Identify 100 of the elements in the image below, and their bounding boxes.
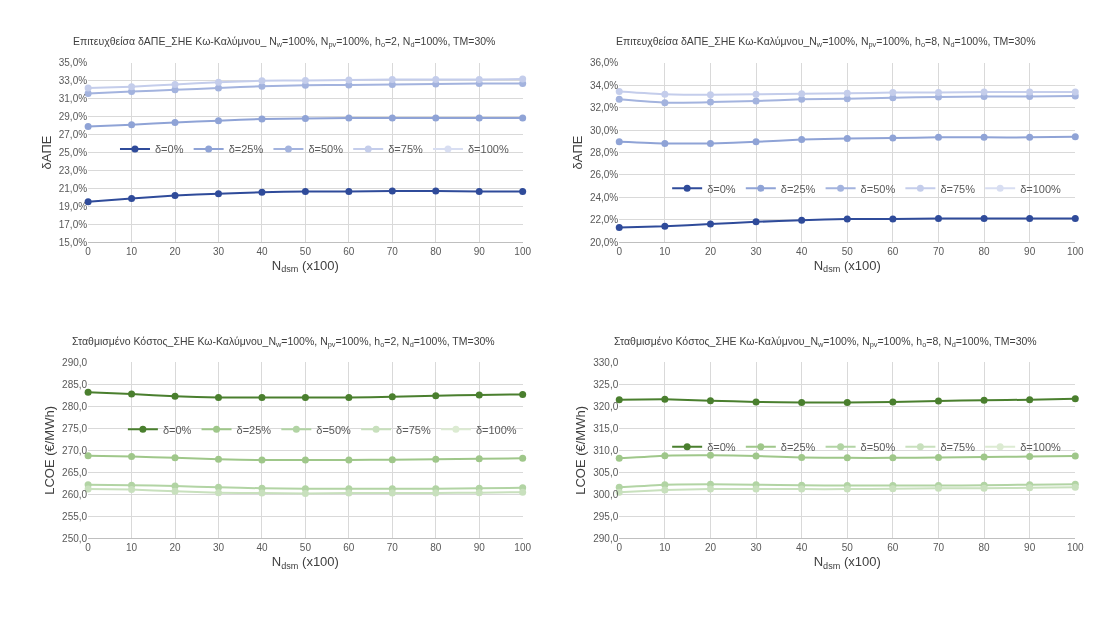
point bbox=[171, 454, 179, 462]
y-tick-label: 25,0% bbox=[58, 146, 88, 158]
point bbox=[84, 388, 92, 396]
point bbox=[345, 187, 353, 195]
y-tick-label: 15,0% bbox=[58, 236, 88, 248]
point bbox=[301, 456, 309, 464]
legend-label: δ=100% bbox=[475, 423, 517, 436]
point bbox=[345, 489, 353, 497]
point bbox=[1071, 215, 1079, 222]
x-tick-label: 30 bbox=[750, 542, 763, 554]
point bbox=[214, 455, 222, 463]
y-tick-label: 35,0% bbox=[58, 57, 88, 69]
point bbox=[128, 453, 136, 461]
point bbox=[519, 187, 527, 195]
point bbox=[475, 114, 483, 122]
y-tick-label: 33,0% bbox=[58, 75, 88, 87]
legend-label: δ=0% bbox=[707, 441, 736, 454]
point bbox=[661, 452, 669, 460]
point bbox=[214, 84, 222, 92]
point bbox=[475, 489, 483, 497]
x-tick-label: 30 bbox=[212, 542, 225, 554]
point bbox=[661, 481, 669, 489]
legend-label: δ=50% bbox=[860, 182, 896, 195]
y-axis-title: LCOE (€/MWh) bbox=[573, 405, 589, 495]
point bbox=[258, 188, 266, 196]
point bbox=[432, 187, 440, 195]
point bbox=[171, 118, 179, 126]
y-tick-label: 250,0 bbox=[62, 532, 88, 544]
y-tick-label: 320,0 bbox=[593, 400, 619, 412]
y-axis-title: δΑΠΕ bbox=[38, 135, 54, 170]
chart-title: Επιτευχθείσα δΑΠΕ_ΣΗΕ Κω-Καλύμνου_N$_{w}$=100%, N$_{pv}$=100%, h$_{o}$=8, N$_{d}$=100%, TM=30% bbox=[616, 35, 1036, 50]
y-tick-label: 31,0% bbox=[58, 93, 88, 105]
point bbox=[661, 486, 669, 494]
legend-label: δ=50% bbox=[316, 423, 352, 436]
legend-label: δ=75% bbox=[388, 143, 423, 156]
y-axis-title: LCOE (€/MWh) bbox=[42, 405, 58, 495]
point bbox=[301, 490, 309, 498]
legend-label: δ=25% bbox=[780, 182, 816, 195]
point bbox=[615, 396, 623, 404]
x-tick-label: 60 bbox=[887, 542, 899, 554]
point bbox=[475, 391, 483, 399]
point bbox=[214, 394, 222, 402]
point bbox=[345, 76, 353, 84]
point bbox=[843, 398, 851, 406]
x-tick-label: 10 bbox=[126, 245, 138, 257]
y-tick-label: 270,0 bbox=[62, 444, 88, 456]
point bbox=[1026, 453, 1034, 461]
x-tick-label: 40 bbox=[256, 245, 268, 257]
x-tick-label: 50 bbox=[841, 542, 854, 554]
x-tick-label: 10 bbox=[659, 245, 671, 257]
x-tick-label: 40 bbox=[256, 542, 268, 554]
x-tick-label: 100 bbox=[514, 542, 532, 554]
point bbox=[1026, 396, 1034, 404]
x-tick-label: 40 bbox=[796, 245, 808, 257]
x-tick-label: 80 bbox=[978, 542, 991, 554]
point bbox=[214, 117, 222, 125]
point bbox=[889, 89, 897, 97]
point bbox=[661, 99, 669, 107]
x-tick-label: 50 bbox=[299, 542, 312, 554]
point bbox=[1026, 88, 1034, 96]
point bbox=[615, 223, 623, 231]
y-tick-label: 27,0% bbox=[58, 129, 88, 141]
x-tick-label: 50 bbox=[299, 245, 312, 257]
point bbox=[661, 140, 669, 148]
y-tick-label: 23,0% bbox=[58, 164, 88, 176]
point bbox=[519, 114, 527, 122]
legend-label: δ=100% bbox=[1020, 441, 1062, 454]
point bbox=[615, 95, 623, 103]
point bbox=[128, 121, 136, 129]
point bbox=[934, 89, 942, 97]
point bbox=[388, 489, 396, 497]
x-axis-title: N$_{dsm}$ (x100) bbox=[271, 554, 339, 571]
point bbox=[752, 138, 760, 146]
y-tick-label: 300,0 bbox=[593, 488, 619, 500]
x-axis-title: N$_{dsm}$ (x100) bbox=[813, 257, 881, 275]
point bbox=[752, 485, 760, 493]
point bbox=[980, 133, 988, 141]
y-tick-label: 295,0 bbox=[593, 510, 619, 522]
x-tick-label: 40 bbox=[796, 542, 808, 554]
point bbox=[843, 215, 851, 223]
y-tick-label: 305,0 bbox=[593, 466, 619, 478]
point bbox=[475, 76, 483, 84]
point bbox=[171, 392, 179, 400]
point bbox=[432, 489, 440, 497]
point bbox=[752, 90, 760, 98]
point bbox=[980, 453, 988, 461]
y-tick-label: 29,0% bbox=[58, 111, 88, 123]
y-tick-label: 315,0 bbox=[593, 422, 619, 434]
x-tick-label: 90 bbox=[1024, 542, 1036, 554]
x-tick-label: 0 bbox=[85, 542, 92, 554]
point bbox=[752, 398, 760, 406]
y-tick-label: 330,0 bbox=[593, 356, 619, 368]
x-axis-title: N$_{dsm}$ (x100) bbox=[813, 554, 881, 571]
y-tick-label: 325,0 bbox=[593, 378, 619, 390]
point bbox=[843, 89, 851, 97]
x-tick-label: 60 bbox=[343, 542, 355, 554]
point bbox=[388, 187, 396, 195]
point bbox=[934, 453, 942, 461]
x-tick-label: 70 bbox=[932, 245, 945, 257]
y-tick-label: 21,0% bbox=[58, 182, 88, 194]
